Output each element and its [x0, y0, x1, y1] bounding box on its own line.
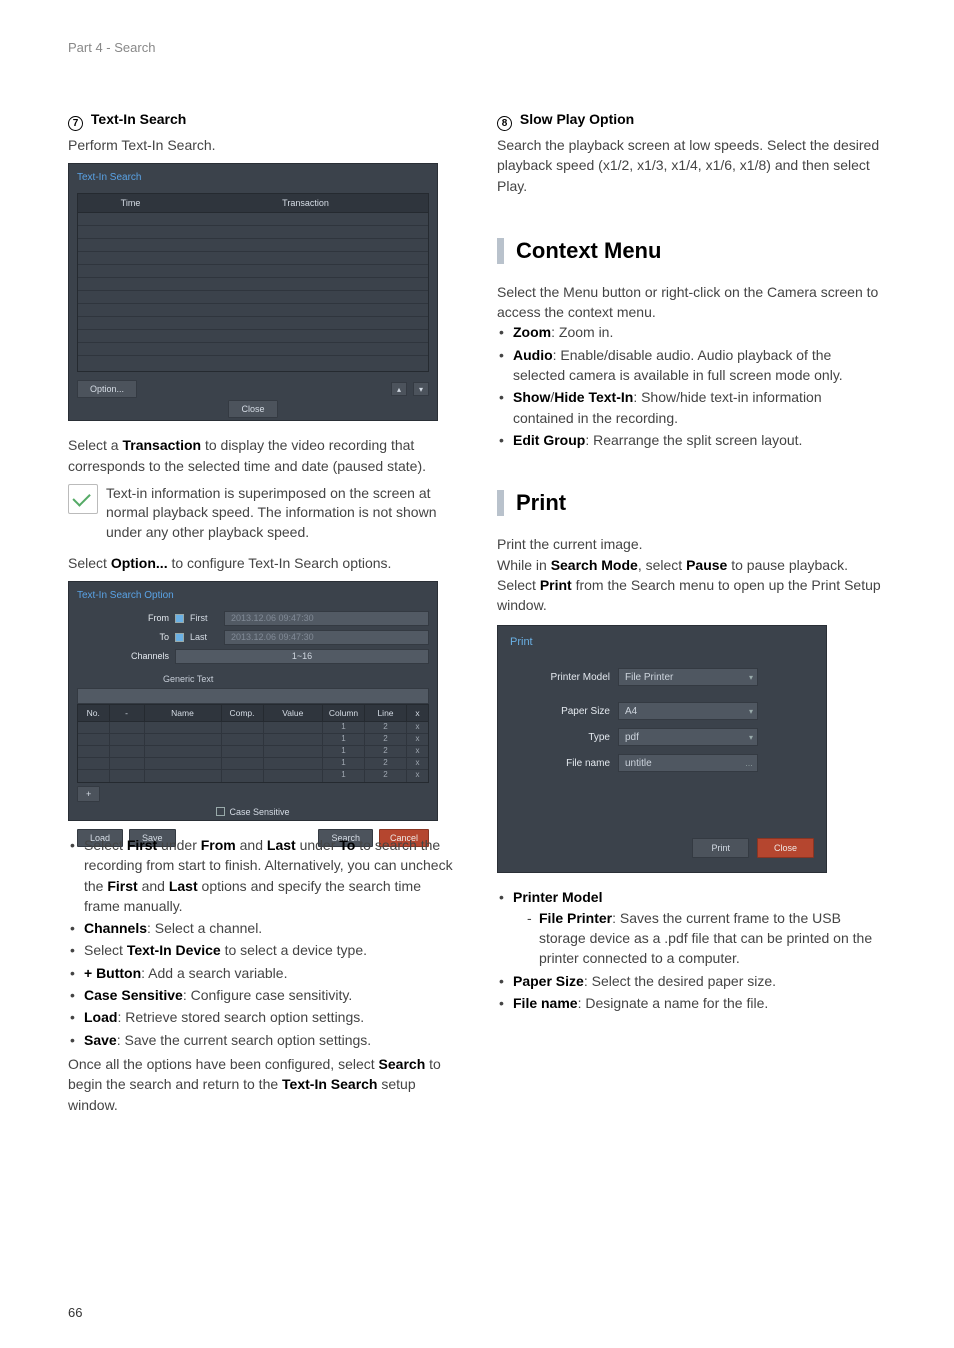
right-column: 8 Slow Play Option Search the playback s… — [497, 111, 886, 1115]
case-sensitive-label: Case Sensitive — [229, 807, 289, 817]
section-8-title: Slow Play Option — [520, 111, 634, 127]
paper-size-select[interactable]: A4▾ — [618, 702, 758, 720]
section-7-title: Text-In Search — [91, 111, 186, 127]
file-name-field[interactable]: untitle… — [618, 754, 758, 772]
plus-button[interactable]: + — [77, 786, 100, 802]
channels-label: Channels — [77, 651, 169, 661]
to-field[interactable]: 2013.12.06 09:47:30 — [224, 630, 429, 645]
h2-bar-icon — [497, 238, 504, 264]
channels-field[interactable]: 1~16 — [175, 649, 429, 664]
print-heading: Print — [516, 490, 566, 516]
gh-x: x — [407, 705, 428, 721]
device-select[interactable] — [77, 688, 429, 704]
tis-title: Text-In Search — [77, 172, 429, 183]
sec7-intro: Perform Text-In Search. — [68, 135, 457, 155]
note-box: Text-in information is superimposed on t… — [68, 484, 457, 543]
chevron-down-icon: ▾ — [749, 733, 753, 742]
type-select[interactable]: pdf▾ — [618, 728, 758, 746]
print-para: While in Search Mode, select Pause to pa… — [497, 555, 886, 616]
option-grid: 12x 12x 12x 12x 12x — [77, 722, 429, 783]
printer-model-select[interactable]: File Printer▾ — [618, 668, 758, 686]
gh-value: Value — [264, 705, 324, 721]
print-bullets: Printer Model File Printer: Saves the cu… — [497, 887, 886, 1013]
section-7-number: 7 — [68, 116, 83, 131]
text-in-search-option-panel: Text-In Search Option From First 2013.12… — [68, 581, 438, 821]
print-button[interactable]: Print — [692, 838, 749, 858]
sec8-text: Search the playback screen at low speeds… — [497, 135, 886, 196]
page-number: 66 — [68, 1305, 82, 1320]
scroll-down-button[interactable]: ▾ — [413, 382, 429, 396]
note-text: Text-in information is superimposed on t… — [106, 484, 457, 543]
printer-model-label: Printer Model — [510, 672, 610, 683]
first-checkbox[interactable] — [175, 614, 184, 623]
gh-line: Line — [365, 705, 407, 721]
close-button[interactable]: Close — [757, 838, 814, 858]
gh-dash: - — [110, 705, 145, 721]
left-column: 7 Text-In Search Perform Text-In Search.… — [68, 111, 457, 1115]
text-in-search-panel: Text-In Search Time Transaction Option..… — [68, 163, 438, 421]
last-label: Last — [190, 632, 218, 642]
gh-comp: Comp. — [222, 705, 264, 721]
from-field[interactable]: 2013.12.06 09:47:30 — [224, 611, 429, 626]
first-label: First — [190, 613, 218, 623]
check-icon — [68, 484, 98, 514]
file-name-label: File name — [510, 758, 610, 769]
sec7-para1: Select a Transaction to display the vide… — [68, 435, 457, 476]
breadcrumb: Part 4 - Search — [68, 40, 886, 55]
last-checkbox[interactable] — [175, 633, 184, 642]
scroll-up-button[interactable]: ▴ — [391, 382, 407, 396]
gh-name: Name — [145, 705, 222, 721]
print-intro: Print the current image. — [497, 534, 886, 554]
print-dialog: Print Printer Model File Printer▾ Paper … — [497, 625, 827, 873]
context-intro: Select the Menu button or right-click on… — [497, 282, 886, 323]
option-button[interactable]: Option... — [77, 380, 137, 398]
gh-no: No. — [78, 705, 110, 721]
close-button[interactable]: Close — [228, 400, 277, 418]
sec7-bullets: Select First under From and Last under T… — [68, 835, 457, 1050]
sec7-para2: Select Option... to configure Text-In Se… — [68, 553, 457, 573]
context-menu-heading: Context Menu — [516, 238, 661, 264]
h2-bar-icon — [497, 490, 504, 516]
ellipsis-icon: … — [745, 759, 753, 768]
case-sensitive-checkbox[interactable] — [216, 807, 225, 816]
section-8-number: 8 — [497, 116, 512, 131]
tiso-title: Text-In Search Option — [77, 590, 429, 601]
to-label: To — [77, 632, 169, 642]
sec7-foot-para: Once all the options have been configure… — [68, 1054, 457, 1115]
from-label: From — [77, 613, 169, 623]
gh-column: Column — [323, 705, 365, 721]
print-dialog-title: Print — [510, 636, 814, 648]
type-label: Type — [510, 732, 610, 743]
chevron-down-icon: ▾ — [749, 707, 753, 716]
tis-col-transaction: Transaction — [183, 194, 428, 212]
generic-text-label: Generic Text — [163, 674, 429, 684]
tis-col-time: Time — [78, 194, 183, 212]
chevron-down-icon: ▾ — [749, 673, 753, 682]
context-bullets: Zoom: Zoom in. Audio: Enable/disable aud… — [497, 322, 886, 450]
paper-size-label: Paper Size — [510, 706, 610, 717]
